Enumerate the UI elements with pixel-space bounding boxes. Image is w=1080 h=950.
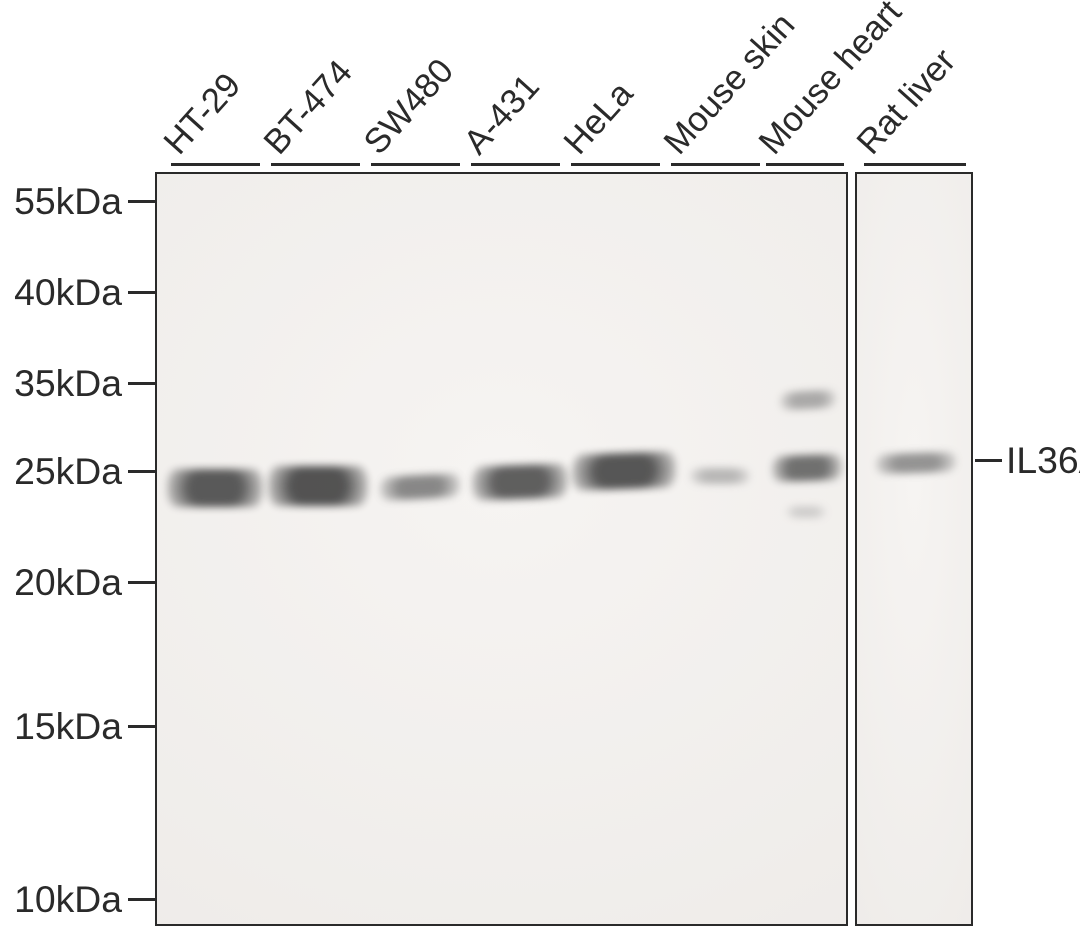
marker-tick-4 [128, 581, 155, 584]
marker-tick-1 [128, 291, 155, 294]
lane-underline-lane-7 [766, 163, 844, 166]
target-label: IL36A [1006, 439, 1080, 482]
lane-label-lane-1: HT-29 [156, 66, 242, 157]
blot-panel-border-2 [855, 172, 973, 926]
lane-underline-lane-4 [471, 163, 560, 166]
marker-label-5: 15kDa [0, 705, 122, 748]
marker-label-6: 10kDa [0, 878, 122, 921]
lane-underline-lane-3 [371, 163, 460, 166]
marker-label-3: 25kDa [0, 450, 122, 493]
lane-label-lane-3: SW480 [356, 52, 455, 157]
lane-underline-lane-6 [671, 163, 760, 166]
marker-label-2: 35kDa [0, 362, 122, 405]
marker-label-4: 20kDa [0, 561, 122, 604]
lane-underline-lane-8 [864, 163, 966, 166]
marker-tick-0 [128, 200, 155, 203]
lane-underline-lane-2 [271, 163, 360, 166]
marker-tick-2 [128, 382, 155, 385]
lane-label-lane-2: BT-474 [256, 53, 354, 157]
blot-panel-border-1 [155, 172, 848, 926]
target-tick [975, 459, 1002, 462]
lane-underline-lane-5 [571, 163, 660, 166]
lane-label-lane-4: A-431 [456, 67, 541, 157]
marker-tick-3 [128, 470, 155, 473]
marker-label-1: 40kDa [0, 271, 122, 314]
marker-tick-6 [128, 898, 155, 901]
marker-label-0: 55kDa [0, 180, 122, 223]
marker-tick-5 [128, 725, 155, 728]
lane-underline-lane-1 [171, 163, 260, 166]
lane-label-lane-5: HeLa [556, 75, 635, 157]
western-blot-figure: HT-29BT-474SW480A-431HeLaMouse skinMouse… [0, 0, 1080, 950]
